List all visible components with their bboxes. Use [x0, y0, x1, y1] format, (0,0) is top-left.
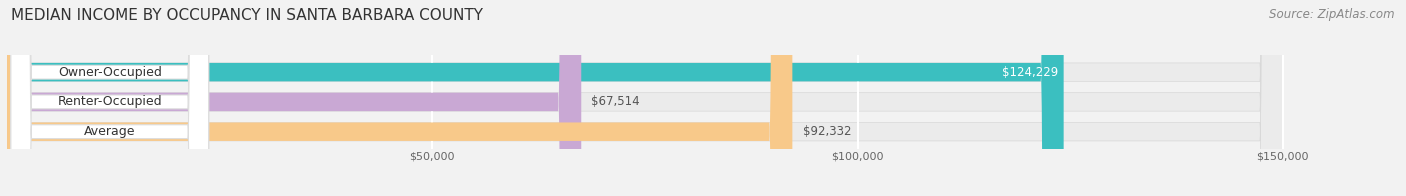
FancyBboxPatch shape	[11, 0, 208, 196]
Text: $92,332: $92,332	[803, 125, 851, 138]
Text: Renter-Occupied: Renter-Occupied	[58, 95, 162, 108]
FancyBboxPatch shape	[7, 0, 793, 196]
FancyBboxPatch shape	[7, 0, 1282, 196]
Text: MEDIAN INCOME BY OCCUPANCY IN SANTA BARBARA COUNTY: MEDIAN INCOME BY OCCUPANCY IN SANTA BARB…	[11, 8, 484, 23]
Text: $124,229: $124,229	[1002, 66, 1059, 79]
Text: Average: Average	[84, 125, 135, 138]
Text: Owner-Occupied: Owner-Occupied	[58, 66, 162, 79]
FancyBboxPatch shape	[7, 0, 1282, 196]
FancyBboxPatch shape	[7, 0, 1282, 196]
FancyBboxPatch shape	[7, 0, 1064, 196]
Text: $67,514: $67,514	[592, 95, 640, 108]
FancyBboxPatch shape	[11, 0, 208, 196]
Text: Source: ZipAtlas.com: Source: ZipAtlas.com	[1270, 8, 1395, 21]
FancyBboxPatch shape	[11, 0, 208, 196]
FancyBboxPatch shape	[7, 0, 581, 196]
